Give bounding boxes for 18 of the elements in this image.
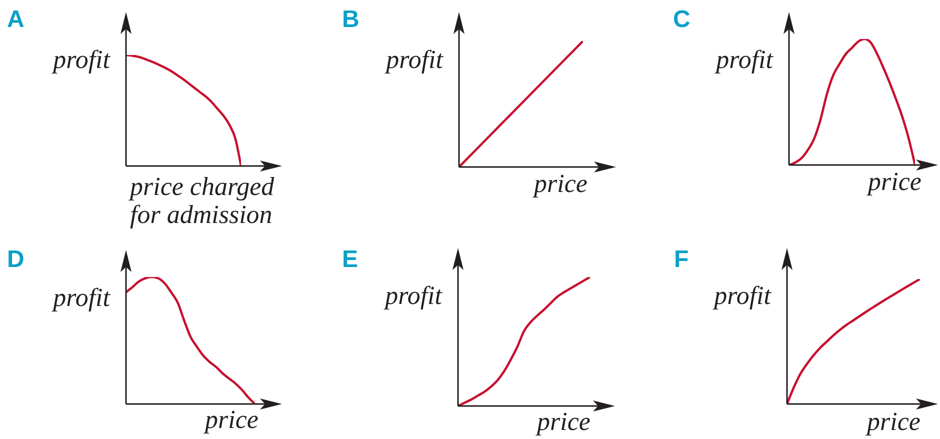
chart-title: F <box>674 246 689 273</box>
y-axis-title: profit <box>50 45 110 75</box>
y-axis-title: profit <box>382 281 442 311</box>
x-axis-title: price <box>205 405 260 434</box>
chart-title: B <box>342 6 360 33</box>
chart-title: A <box>7 6 24 33</box>
chart-title: D <box>7 246 24 273</box>
x-axis-title: price charged for admission <box>130 172 276 229</box>
x-axis-title: price <box>867 407 922 436</box>
y-axis-title: profit <box>50 283 110 313</box>
chart-title: C <box>673 6 690 33</box>
x-axis-title: price <box>868 167 922 196</box>
x-axis-title: price <box>534 169 588 198</box>
chart-title: E <box>342 246 358 273</box>
y-axis-title: profit <box>712 281 771 311</box>
x-axis-title: price <box>537 407 592 436</box>
y-axis-title: profit <box>714 45 773 75</box>
y-axis-title: profit <box>384 45 443 75</box>
